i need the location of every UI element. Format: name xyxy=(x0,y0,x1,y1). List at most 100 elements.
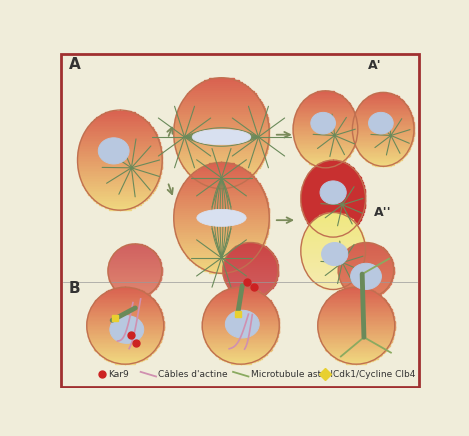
Bar xyxy=(193,261,250,263)
Bar xyxy=(183,99,260,101)
Bar xyxy=(301,244,365,245)
Bar xyxy=(185,252,258,254)
Bar xyxy=(301,249,365,251)
Bar xyxy=(78,154,162,156)
Bar xyxy=(351,293,381,294)
Bar xyxy=(306,159,345,161)
Bar xyxy=(295,114,356,116)
Bar xyxy=(368,96,399,98)
Bar xyxy=(88,126,151,128)
Bar xyxy=(109,264,161,265)
Bar xyxy=(314,228,353,230)
Bar xyxy=(174,130,269,133)
Bar xyxy=(322,162,345,164)
Bar xyxy=(182,248,261,250)
Bar xyxy=(87,191,152,193)
Bar xyxy=(303,209,364,211)
Bar xyxy=(224,260,277,262)
Bar xyxy=(114,287,156,289)
Bar xyxy=(101,204,138,206)
Bar xyxy=(185,167,258,170)
Bar xyxy=(233,249,268,250)
Bar xyxy=(224,262,277,263)
Bar xyxy=(105,206,135,208)
Bar xyxy=(204,184,239,186)
Bar xyxy=(224,261,277,262)
Bar xyxy=(90,340,160,342)
Bar xyxy=(204,314,278,316)
Bar xyxy=(315,218,351,220)
Bar xyxy=(339,277,393,278)
Bar xyxy=(97,201,143,203)
Bar xyxy=(354,295,378,296)
Bar xyxy=(303,186,364,188)
Bar xyxy=(88,333,163,334)
Bar xyxy=(181,246,262,249)
Bar xyxy=(295,116,356,117)
Bar xyxy=(174,215,269,217)
Bar xyxy=(182,101,261,103)
Bar xyxy=(77,159,162,161)
Bar xyxy=(125,245,144,246)
Bar xyxy=(227,256,274,257)
Bar xyxy=(175,206,268,208)
Bar xyxy=(174,208,269,210)
Bar xyxy=(297,146,354,148)
Bar xyxy=(195,263,248,265)
Bar xyxy=(297,109,354,111)
Bar xyxy=(337,358,376,360)
Bar xyxy=(81,177,159,180)
Bar xyxy=(243,243,257,244)
Bar xyxy=(356,144,411,146)
Bar xyxy=(117,290,153,291)
Bar xyxy=(203,333,279,334)
Bar xyxy=(311,278,355,280)
Bar xyxy=(189,176,254,178)
Bar xyxy=(108,273,162,274)
Bar xyxy=(231,250,270,252)
Bar xyxy=(89,312,161,313)
Bar xyxy=(325,303,388,305)
Bar xyxy=(335,293,378,294)
Bar xyxy=(294,133,357,135)
Bar xyxy=(113,286,157,288)
Bar xyxy=(355,114,411,116)
Bar xyxy=(223,266,278,267)
Bar xyxy=(310,162,341,164)
Bar xyxy=(182,164,261,166)
Bar xyxy=(223,275,278,276)
Bar xyxy=(319,285,347,286)
Bar xyxy=(123,294,147,296)
Bar xyxy=(78,153,162,154)
Bar xyxy=(84,133,156,134)
Bar xyxy=(294,135,357,136)
Bar xyxy=(203,331,279,333)
Ellipse shape xyxy=(192,129,251,145)
Bar xyxy=(302,241,364,243)
Bar xyxy=(318,329,394,330)
Bar xyxy=(191,174,252,177)
Ellipse shape xyxy=(98,138,129,164)
Bar xyxy=(348,291,384,292)
Bar xyxy=(296,113,355,115)
Bar xyxy=(301,248,365,249)
Bar xyxy=(302,242,365,244)
Bar xyxy=(89,337,162,338)
Bar xyxy=(332,295,381,297)
Bar xyxy=(302,207,364,208)
Bar xyxy=(96,349,155,351)
Bar xyxy=(195,170,248,173)
Ellipse shape xyxy=(110,316,144,344)
Bar xyxy=(216,354,265,356)
Bar xyxy=(179,191,264,193)
Bar xyxy=(174,218,269,221)
Bar xyxy=(79,144,160,146)
Bar xyxy=(197,265,245,267)
Text: Kar9: Kar9 xyxy=(108,370,129,379)
Bar xyxy=(215,296,267,298)
Bar xyxy=(303,157,348,158)
Bar xyxy=(96,300,155,302)
Bar xyxy=(204,337,277,339)
Bar xyxy=(293,125,358,126)
Bar xyxy=(353,136,413,137)
